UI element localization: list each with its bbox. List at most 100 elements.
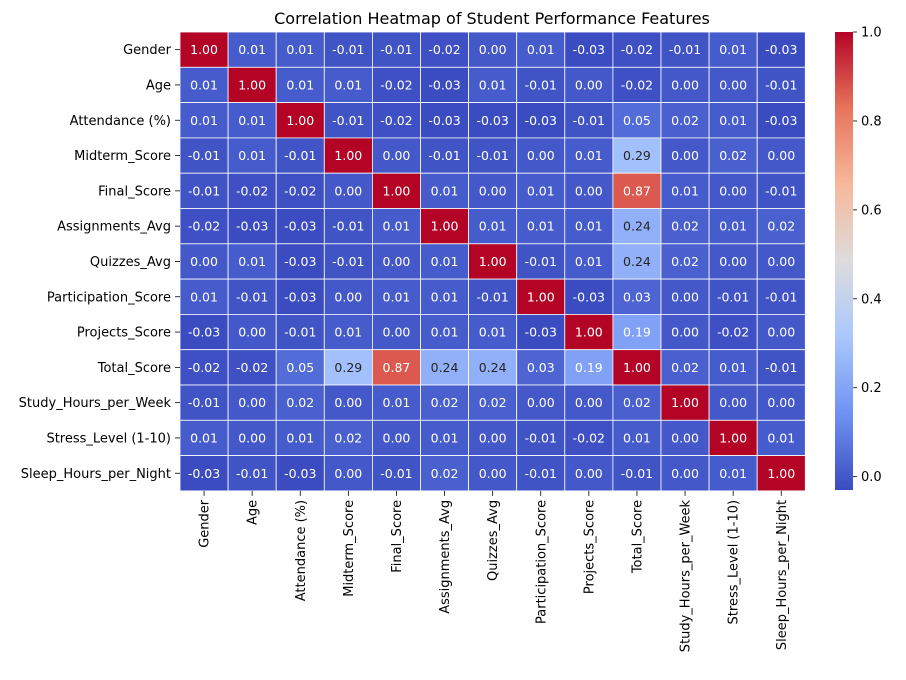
cell-annotation-12-2: -0.03 bbox=[284, 466, 316, 481]
heatmap-cell-6-9 bbox=[612, 243, 662, 280]
cell-annotation-11-5: 0.01 bbox=[431, 430, 459, 445]
heatmap-cell-3-9 bbox=[612, 137, 662, 174]
colorbar-tick-label: 0.2 bbox=[861, 381, 882, 396]
heatmap-cell-12-6 bbox=[468, 455, 518, 492]
cell-annotation-0-8: -0.03 bbox=[573, 42, 605, 57]
heatmap-cell-0-9 bbox=[612, 31, 662, 68]
cell-annotation-8-7: -0.03 bbox=[525, 325, 557, 340]
cell-annotation-0-3: -0.01 bbox=[332, 42, 364, 57]
cell-annotation-10-3: 0.00 bbox=[334, 395, 362, 410]
cell-annotation-10-2: 0.02 bbox=[286, 395, 314, 410]
cell-annotation-0-4: -0.01 bbox=[380, 42, 412, 57]
heatmap-cell-0-2 bbox=[275, 31, 325, 68]
y-tick-label-final-score: Final_Score bbox=[98, 184, 171, 199]
cell-annotation-11-10: 0.00 bbox=[671, 430, 699, 445]
heatmap-cell-3-2 bbox=[275, 137, 325, 174]
cell-annotation-8-6: 0.01 bbox=[479, 325, 507, 340]
heatmap-cell-11-7 bbox=[516, 419, 566, 456]
cell-annotation-4-1: -0.02 bbox=[236, 183, 268, 198]
heatmap-cell-9-10 bbox=[660, 349, 710, 386]
cell-annotation-2-4: -0.02 bbox=[380, 113, 412, 128]
cell-annotation-12-6: 0.00 bbox=[479, 466, 507, 481]
cell-annotation-11-4: 0.00 bbox=[383, 430, 411, 445]
heatmap-cell-11-12 bbox=[756, 419, 806, 456]
cell-annotation-9-11: 0.01 bbox=[719, 360, 747, 375]
heatmap-cell-10-4 bbox=[371, 384, 421, 421]
cell-annotation-8-2: -0.01 bbox=[284, 325, 316, 340]
cell-annotation-6-3: -0.01 bbox=[332, 254, 364, 269]
cell-annotation-11-2: 0.01 bbox=[286, 430, 314, 445]
cell-annotation-11-0: 0.01 bbox=[190, 430, 218, 445]
heatmap-cell-1-9 bbox=[612, 66, 662, 104]
cell-annotation-10-10: 1.00 bbox=[671, 395, 699, 410]
cell-annotation-10-12: 0.00 bbox=[767, 395, 795, 410]
heatmap-cell-1-4 bbox=[371, 66, 421, 104]
heatmap-cell-12-4 bbox=[371, 455, 421, 492]
x-tick-label-sleep-hours-per-night: Sleep_Hours_per_Night bbox=[775, 500, 790, 650]
heatmap-cell-5-12 bbox=[756, 208, 806, 245]
heatmap-cell-10-8 bbox=[564, 384, 614, 421]
heatmap-cell-5-9 bbox=[612, 208, 662, 245]
cell-annotation-4-6: 0.00 bbox=[479, 183, 507, 198]
y-tick-label-age: Age bbox=[146, 78, 171, 93]
heatmap-cell-9-1 bbox=[227, 349, 277, 386]
heatmap-cell-11-6 bbox=[468, 419, 518, 456]
heatmap-cell-12-3 bbox=[323, 455, 373, 492]
heatmap-cell-1-12 bbox=[756, 66, 806, 104]
cell-annotation-8-5: 0.01 bbox=[431, 325, 459, 340]
heatmap-cell-6-3 bbox=[323, 243, 373, 280]
cell-annotation-4-10: 0.01 bbox=[671, 183, 699, 198]
cell-annotation-2-11: 0.01 bbox=[719, 113, 747, 128]
cell-annotation-9-10: 0.02 bbox=[671, 360, 699, 375]
cell-annotation-10-7: 0.00 bbox=[527, 395, 555, 410]
colorbar-tick-label: 0.6 bbox=[861, 203, 882, 218]
cell-annotation-3-9: 0.29 bbox=[623, 148, 651, 163]
cell-annotation-11-12: 0.01 bbox=[767, 430, 795, 445]
cell-annotation-11-9: 0.01 bbox=[623, 430, 651, 445]
heatmap-cell-11-3 bbox=[323, 419, 373, 456]
cell-annotation-5-11: 0.01 bbox=[719, 219, 747, 234]
heatmap-cell-9-0 bbox=[179, 349, 229, 386]
heatmap-cell-5-1 bbox=[227, 208, 277, 245]
cell-annotation-7-12: -0.01 bbox=[765, 289, 797, 304]
cell-annotation-7-7: 1.00 bbox=[527, 289, 555, 304]
cell-annotation-11-8: -0.02 bbox=[573, 430, 605, 445]
cell-annotation-3-0: -0.01 bbox=[188, 148, 220, 163]
cell-annotation-7-6: -0.01 bbox=[476, 289, 508, 304]
heatmap-cell-4-1 bbox=[227, 172, 277, 209]
y-tick-label-quizzes-avg: Quizzes_Avg bbox=[90, 255, 171, 270]
cell-annotation-2-7: -0.03 bbox=[525, 113, 557, 128]
heatmap-cell-1-3 bbox=[323, 66, 373, 104]
heatmap-cell-10-0 bbox=[179, 384, 229, 421]
cell-annotation-5-3: -0.01 bbox=[332, 219, 364, 234]
cell-annotation-1-6: 0.01 bbox=[479, 77, 507, 92]
cell-annotation-4-2: -0.02 bbox=[284, 183, 316, 198]
colorbar-tick-label: 1.0 bbox=[861, 26, 882, 41]
heatmap-cell-10-3 bbox=[323, 384, 373, 421]
cell-annotation-10-1: 0.00 bbox=[238, 395, 266, 410]
cell-annotation-0-5: -0.02 bbox=[428, 42, 460, 57]
cell-annotation-5-1: -0.03 bbox=[236, 219, 268, 234]
cell-annotation-3-7: 0.00 bbox=[527, 148, 555, 163]
cell-annotation-0-9: -0.02 bbox=[621, 42, 653, 57]
heatmap-cell-7-8 bbox=[564, 278, 614, 315]
y-tick-label-assignments-avg: Assignments_Avg bbox=[57, 220, 171, 235]
cell-annotation-2-3: -0.01 bbox=[332, 113, 364, 128]
y-tick-label-attendance: Attendance (%) bbox=[70, 114, 171, 129]
heatmap-cell-2-0 bbox=[179, 102, 229, 139]
x-tick-label-stress-level-1-10: Stress_Level (1-10) bbox=[727, 500, 742, 625]
cell-annotation-2-8: -0.01 bbox=[573, 113, 605, 128]
heatmap-cell-6-0 bbox=[179, 243, 229, 280]
heatmap-cell-7-3 bbox=[323, 278, 373, 315]
cell-annotation-8-4: 0.00 bbox=[383, 325, 411, 340]
heatmap-cell-11-1 bbox=[227, 419, 277, 456]
heatmap-cell-3-5 bbox=[420, 137, 469, 174]
heatmap-cell-4-8 bbox=[564, 172, 614, 209]
cell-annotation-5-6: 0.01 bbox=[479, 219, 507, 234]
y-tick-label-projects-score: Projects_Score bbox=[77, 326, 171, 341]
cell-annotation-6-7: -0.01 bbox=[525, 254, 557, 269]
cell-annotation-5-0: -0.02 bbox=[188, 219, 220, 234]
cell-annotation-1-5: -0.03 bbox=[428, 77, 460, 92]
cell-annotation-2-1: 0.01 bbox=[238, 113, 266, 128]
